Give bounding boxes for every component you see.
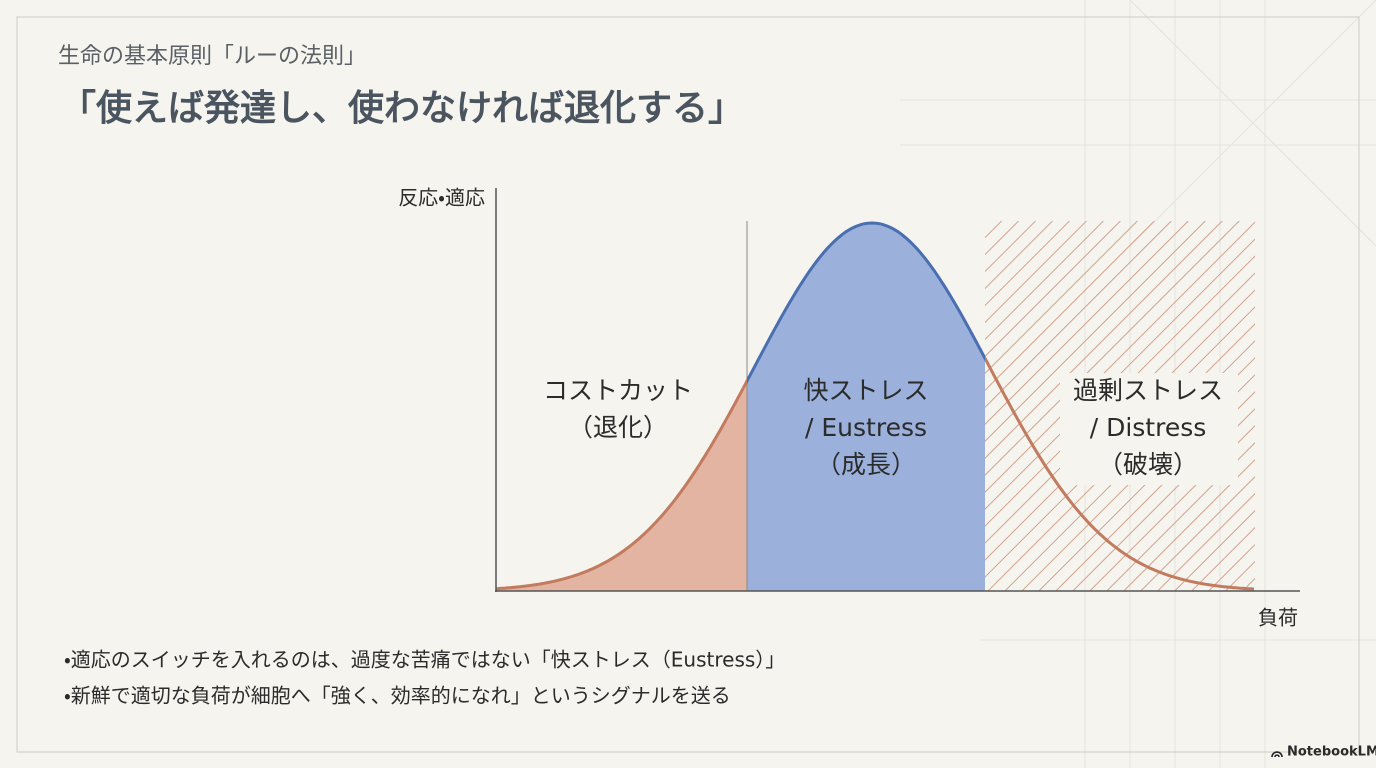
curve bbox=[747, 221, 985, 385]
title: 「使えば発達し、使わなければ退化する」 bbox=[60, 88, 744, 129]
region-label: （退化） bbox=[568, 413, 668, 442]
subtitle: 生命の基本原則「ルーの法則」 bbox=[58, 44, 366, 69]
x-axis-label: 負荷 bbox=[1258, 606, 1298, 630]
region-label: / Eustress bbox=[805, 413, 927, 442]
y-axis-label: 反応・適応 bbox=[398, 186, 485, 210]
region-fill bbox=[747, 223, 985, 591]
bullet: ・新鮮で適切な負荷が細胞へ「強く、効率的になれ」というシグナルを送る bbox=[64, 684, 731, 708]
region-label: 快ストレス bbox=[803, 376, 928, 405]
label-background bbox=[1060, 373, 1238, 485]
frame bbox=[16, 16, 1360, 753]
region-label: （成長） bbox=[816, 450, 916, 479]
curve bbox=[985, 355, 1255, 591]
region-label: 過剰ストレス bbox=[1073, 376, 1223, 405]
region-label: / Distress bbox=[1090, 413, 1207, 442]
region-label: （破壊） bbox=[1098, 450, 1198, 479]
brand: NotebookLM bbox=[1287, 745, 1376, 760]
region-labels: コストカット （退化） 快ストレス / Eustress （成長） 過剰ストレス / Dis… bbox=[543, 376, 1223, 479]
brand-mark bbox=[1271, 751, 1283, 758]
region-fill bbox=[496, 381, 747, 591]
region-label: コストカット bbox=[543, 376, 693, 405]
bullet: ・適応のスイッチを入れるのは、過度な苦痛ではない「快ストレス（Eustress）… bbox=[64, 648, 785, 672]
curve bbox=[496, 377, 747, 591]
